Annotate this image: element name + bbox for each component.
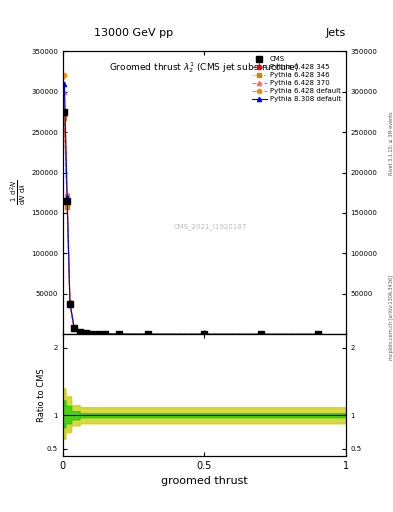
Legend: CMS, Pythia 6.428 345, Pythia 6.428 346, Pythia 6.428 370, Pythia 6.428 default,: CMS, Pythia 6.428 345, Pythia 6.428 346,… [250, 55, 342, 104]
Text: CMS_2021_I1920187: CMS_2021_I1920187 [173, 223, 247, 230]
Text: 13000 GeV pp: 13000 GeV pp [94, 28, 173, 38]
Y-axis label: $\frac{1}{\mathrm{d}N}\frac{\mathrm{d}^2N}{\mathrm{d}\lambda}$: $\frac{1}{\mathrm{d}N}\frac{\mathrm{d}^2… [9, 180, 28, 205]
Y-axis label: Ratio to CMS: Ratio to CMS [37, 368, 46, 422]
X-axis label: groomed thrust: groomed thrust [161, 476, 248, 486]
Text: Rivet 3.1.10, ≥ 3M events: Rivet 3.1.10, ≥ 3M events [389, 112, 393, 175]
Text: Groomed thrust $\lambda_2^1$ (CMS jet substructure): Groomed thrust $\lambda_2^1$ (CMS jet su… [109, 60, 299, 75]
Text: mcplots.cern.ch [arXiv:1306.3436]: mcplots.cern.ch [arXiv:1306.3436] [389, 275, 393, 360]
Text: Jets: Jets [325, 28, 346, 38]
